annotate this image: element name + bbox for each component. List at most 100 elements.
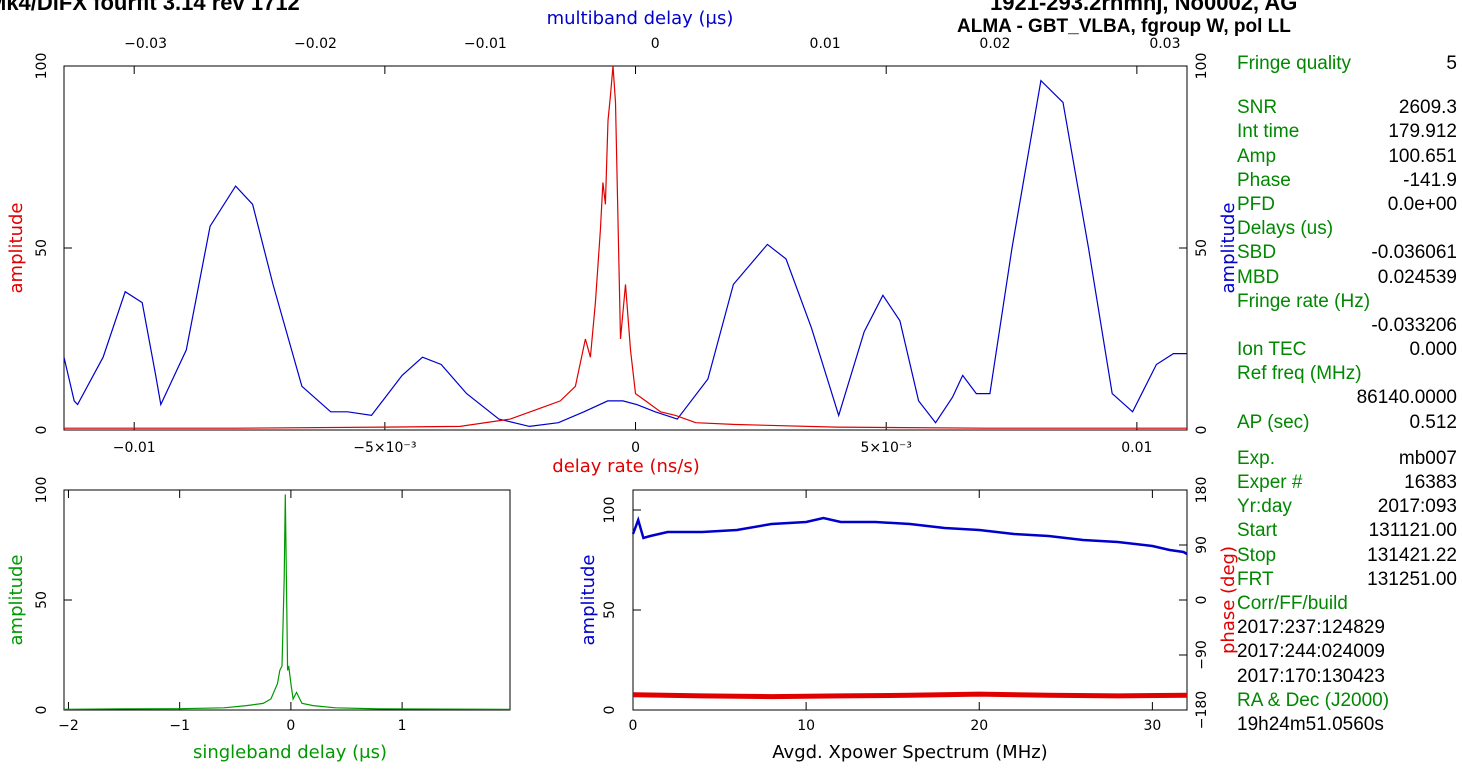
stop-label: Stop [1237,544,1277,566]
delay-rate-xtick-label: 0 [631,440,640,456]
yr-day-label: Yr:day [1237,496,1292,518]
phase-value: -141.9 [1403,169,1457,191]
singleband-ytick-label: 0 [34,706,50,715]
int-time-value: 179.912 [1388,121,1457,143]
start-label: Start [1237,520,1278,542]
ap-row: AP (sec) 0.512 [1237,411,1457,435]
start-value: 131121.00 [1368,520,1457,542]
xpower-axis-label: Avgd. Xpower Spectrum (MHz) [772,742,1047,763]
corr-value-1: 2017:237:124829 [1237,617,1385,639]
snr-label: SNR [1237,97,1278,119]
xpower-phase-tick-label: 0 [1194,596,1210,605]
corr-value-3: 2017:170:130423 [1237,665,1385,687]
fringe-rate-header: Fringe rate (Hz) [1237,290,1457,314]
pfd-value: 0.0e+00 [1387,193,1457,215]
sbd-row: SBD -0.036061 [1237,241,1457,265]
start-row: Start 131121.00 [1237,519,1457,543]
fringe-rate-value: -0.033206 [1371,314,1457,336]
fringe-quality-value: 5 [1446,53,1457,74]
xpower-phase-label: phase (deg) [1218,546,1239,654]
ion-tec-label: Ion TEC [1237,339,1307,361]
yr-day-value: 2017:093 [1377,496,1457,518]
ap-label: AP (sec) [1237,411,1310,433]
radec-value: 19h24m51.0560s [1237,713,1384,735]
xpower-phase-tick-label: 90 [1194,536,1210,554]
delays-header: Delays (us) [1237,217,1457,241]
frt-label: FRT [1237,568,1274,590]
mbd-tick-label: 0.03 [1149,36,1180,52]
xpower-ytick-label: 50 [602,601,618,619]
delay-rate-xtick-label: 0.01 [1121,440,1152,456]
radec-header: RA & Dec (J2000) [1237,689,1457,713]
ref-freq-row: 86140.0000 [1237,386,1457,410]
yr-day-row: Yr:day 2017:093 [1237,495,1457,519]
sbd-value: -0.036061 [1371,242,1457,264]
header-right-title: 1921-293.2rhmnj, No0002, AG [990,0,1298,15]
delay-rate-ylabel: amplitude [6,203,27,294]
fringe-rate-label: Fringe rate (Hz) [1237,290,1371,312]
singleband-xtick-label: 0 [286,718,295,734]
fringe-info-panel: Fringe quality 5 SNR 2609.3 Int time 179.91… [1237,52,1457,737]
delay-rate-ylabel-tick-right: 50 [1194,239,1210,257]
mbd-tick-label: 0 [651,36,660,52]
int-time-label: Int time [1237,121,1300,143]
xpower-xtick-label: 10 [797,718,815,734]
exp-value: mb007 [1398,447,1457,469]
stop-value: 131421.22 [1367,544,1457,566]
xpower-ytick-label: 100 [602,497,618,524]
corr-value-row-1: 2017:237:124829 [1237,616,1457,640]
delay-rate-xtick-label: 5×10⁻³ [860,440,911,456]
xpower-ylabel: amplitude [578,555,599,646]
exper-num-label: Exper # [1237,472,1303,493]
corr-value-2: 2017:244:024009 [1237,641,1385,663]
delay-rate-axis-label: delay rate (ns/s) [552,456,699,477]
radec-row: 19h24m51.0560s [1237,713,1457,737]
mbd-tick-label: 0.02 [979,36,1010,52]
singleband-axis-label: singleband delay (μs) [193,742,387,763]
delay-rate-xtick-label: −5×10⁻³ [353,440,416,456]
xpower-amplitude-line [631,516,1188,556]
header-right-subtitle: ALMA - GBT_VLBA, fgroup W, pol LL [957,16,1291,37]
corr-label: Corr/FF/build [1237,592,1348,614]
amp-value: 100.651 [1388,145,1457,167]
delay-rate-ylabel-tick-right: 100 [1194,53,1210,80]
mbd-tick-label: −0.02 [294,36,337,52]
mbd-label: MBD [1237,266,1280,288]
ion-tec-row: Ion TEC 0.000 [1237,338,1457,362]
xpower-phase-tick-label: 180 [1194,477,1210,504]
corr-value-row-3: 2017:170:130423 [1237,665,1457,689]
singleband-xtick-label: −1 [169,718,190,734]
delay-rate-xtick-label: −0.01 [113,440,156,456]
ref-freq-value: 86140.0000 [1356,387,1457,409]
xpower-xtick-label: 20 [970,718,988,734]
mbd-tick-label: 0.01 [810,36,841,52]
frt-value: 131251.00 [1367,568,1457,590]
delay-rate-ylabel-tick: 50 [34,239,50,257]
mbd-ylabel: amplitude [1218,203,1239,294]
ref-freq-label: Ref freq (MHz) [1237,363,1362,385]
mbd-tick-label: −0.01 [464,36,507,52]
delay-rate-ylabel-tick: 100 [34,53,50,80]
xpower-phase-line [632,691,1188,700]
frt-row: FRT 131251.00 [1237,568,1457,592]
delays-label: Delays (us) [1237,218,1334,240]
stop-row: Stop 131421.22 [1237,544,1457,568]
snr-row: SNR 2609.3 [1237,96,1457,120]
pfd-label: PFD [1237,193,1275,215]
delay-rate-ylabel-tick: 0 [34,426,50,435]
singleband-xtick-label: −2 [58,718,79,734]
xpower-phase-tick-label: −180 [1194,691,1210,729]
mbd-tick-label: −0.03 [124,36,167,52]
phase-row: Phase -141.9 [1237,169,1457,193]
corr-header: Corr/FF/build [1237,592,1457,616]
fringe-quality-label: Fringe quality [1237,53,1352,74]
snr-value: 2609.3 [1398,97,1457,119]
xpower-xtick-label: 0 [629,718,638,734]
delay-rate-amplitude-line [64,65,1187,429]
fringe-quality-row: Fringe quality 5 [1237,52,1457,76]
corr-value-row-2: 2017:244:024009 [1237,640,1457,664]
header-left-title: Mk4/DiFX fourfit 3.14 rev 1712 [0,0,300,15]
singleband-ytick-label: 50 [34,591,50,609]
int-time-row: Int time 179.912 [1237,120,1457,144]
